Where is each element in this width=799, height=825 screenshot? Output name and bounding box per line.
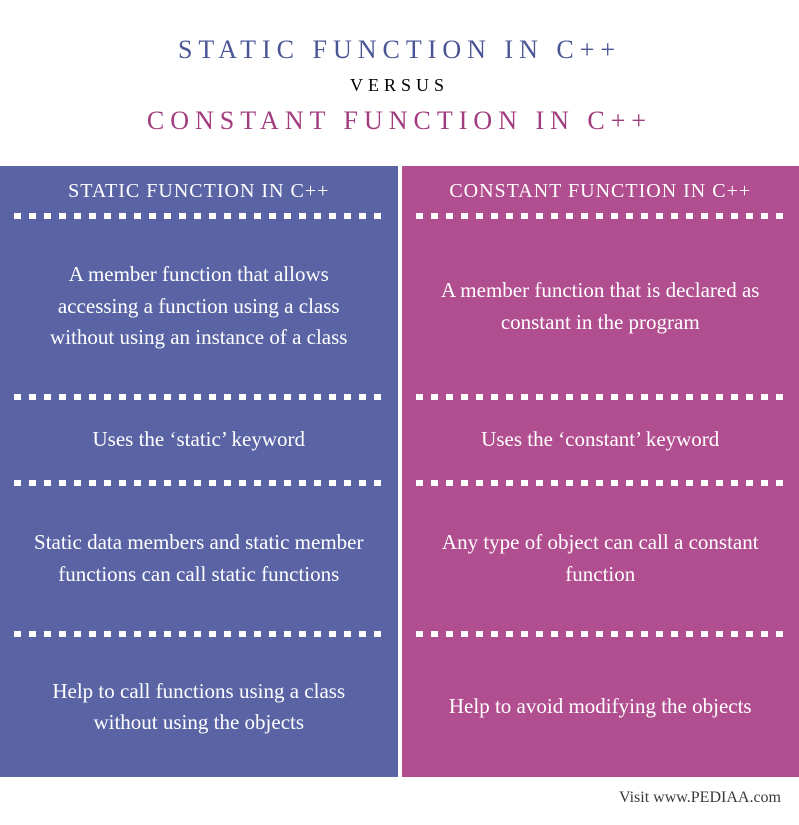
- left-cell-definition: A member function that allows accessing …: [0, 219, 398, 394]
- right-cell-keyword: Uses the ‘constant’ keyword: [402, 400, 799, 480]
- left-cell-callers: Static data members and static member fu…: [0, 486, 398, 631]
- left-column: STATIC FUNCTION IN C++ A member function…: [0, 166, 398, 777]
- title-bottom: CONSTANT FUNCTION IN C++: [20, 106, 779, 136]
- versus-text: VERSUS: [20, 75, 779, 96]
- left-column-header: STATIC FUNCTION IN C++: [0, 166, 398, 213]
- right-cell-callers: Any type of object can call a constant f…: [402, 486, 799, 631]
- title-top: STATIC FUNCTION IN C++: [20, 35, 779, 65]
- right-cell-definition: A member function that is declared as co…: [402, 219, 799, 394]
- left-cell-keyword: Uses the ‘static’ keyword: [0, 400, 398, 480]
- left-cell-purpose: Help to call functions using a class wit…: [0, 637, 398, 777]
- right-column-header: CONSTANT FUNCTION IN C++: [402, 166, 799, 213]
- comparison-table: STATIC FUNCTION IN C++ A member function…: [0, 166, 799, 777]
- right-cell-purpose: Help to avoid modifying the objects: [402, 637, 799, 777]
- footer-credit: Visit www.PEDIAA.com: [0, 777, 799, 825]
- right-column: CONSTANT FUNCTION IN C++ A member functi…: [402, 166, 799, 777]
- comparison-header: STATIC FUNCTION IN C++ VERSUS CONSTANT F…: [0, 0, 799, 166]
